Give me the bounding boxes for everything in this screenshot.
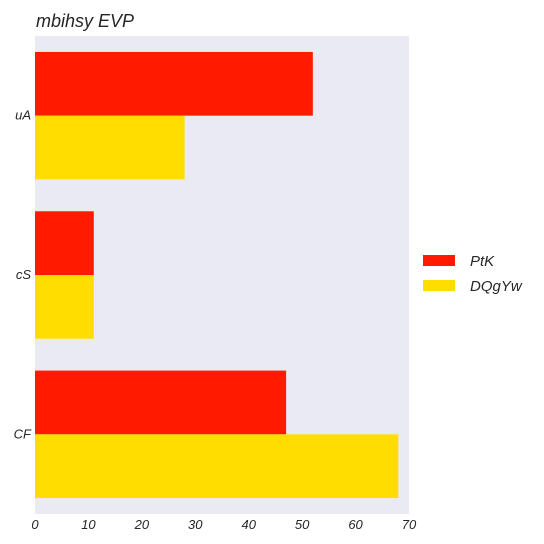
- legend-label-PtK: PtK: [470, 253, 495, 270]
- x-axis-ticks: 0 10 20 30 40 50 60 70: [31, 517, 417, 532]
- legend-swatch-DQgYw: [423, 280, 455, 291]
- x-tick-label: 30: [188, 517, 203, 532]
- bars: [35, 51, 399, 499]
- bar-DQgYw-uA: [35, 115, 185, 180]
- legend-swatch-PtK: [423, 255, 455, 266]
- bar-PtK-cS: [35, 211, 94, 275]
- chart-title: mbihsy EVP: [36, 11, 134, 31]
- x-tick-label: 10: [81, 517, 96, 532]
- y-axis-ticks: uA cS CF: [14, 108, 32, 442]
- legend: PtK DQgYw: [423, 253, 523, 295]
- y-tick-label: cS: [16, 267, 32, 282]
- bar-PtK-CF: [35, 370, 287, 435]
- x-tick-label: 70: [402, 517, 417, 532]
- y-tick-label: CF: [14, 426, 32, 441]
- x-tick-label: 60: [348, 517, 363, 532]
- x-tick-label: 40: [241, 517, 256, 532]
- y-tick-label: uA: [15, 108, 31, 123]
- bar-DQgYw-CF: [35, 434, 399, 499]
- bar-DQgYw-cS: [35, 275, 94, 339]
- legend-label-DQgYw: DQgYw: [470, 278, 523, 295]
- x-tick-label: 50: [295, 517, 310, 532]
- bar-PtK-uA: [35, 51, 313, 116]
- x-tick-label: 20: [134, 517, 150, 532]
- x-tick-label: 0: [31, 517, 39, 532]
